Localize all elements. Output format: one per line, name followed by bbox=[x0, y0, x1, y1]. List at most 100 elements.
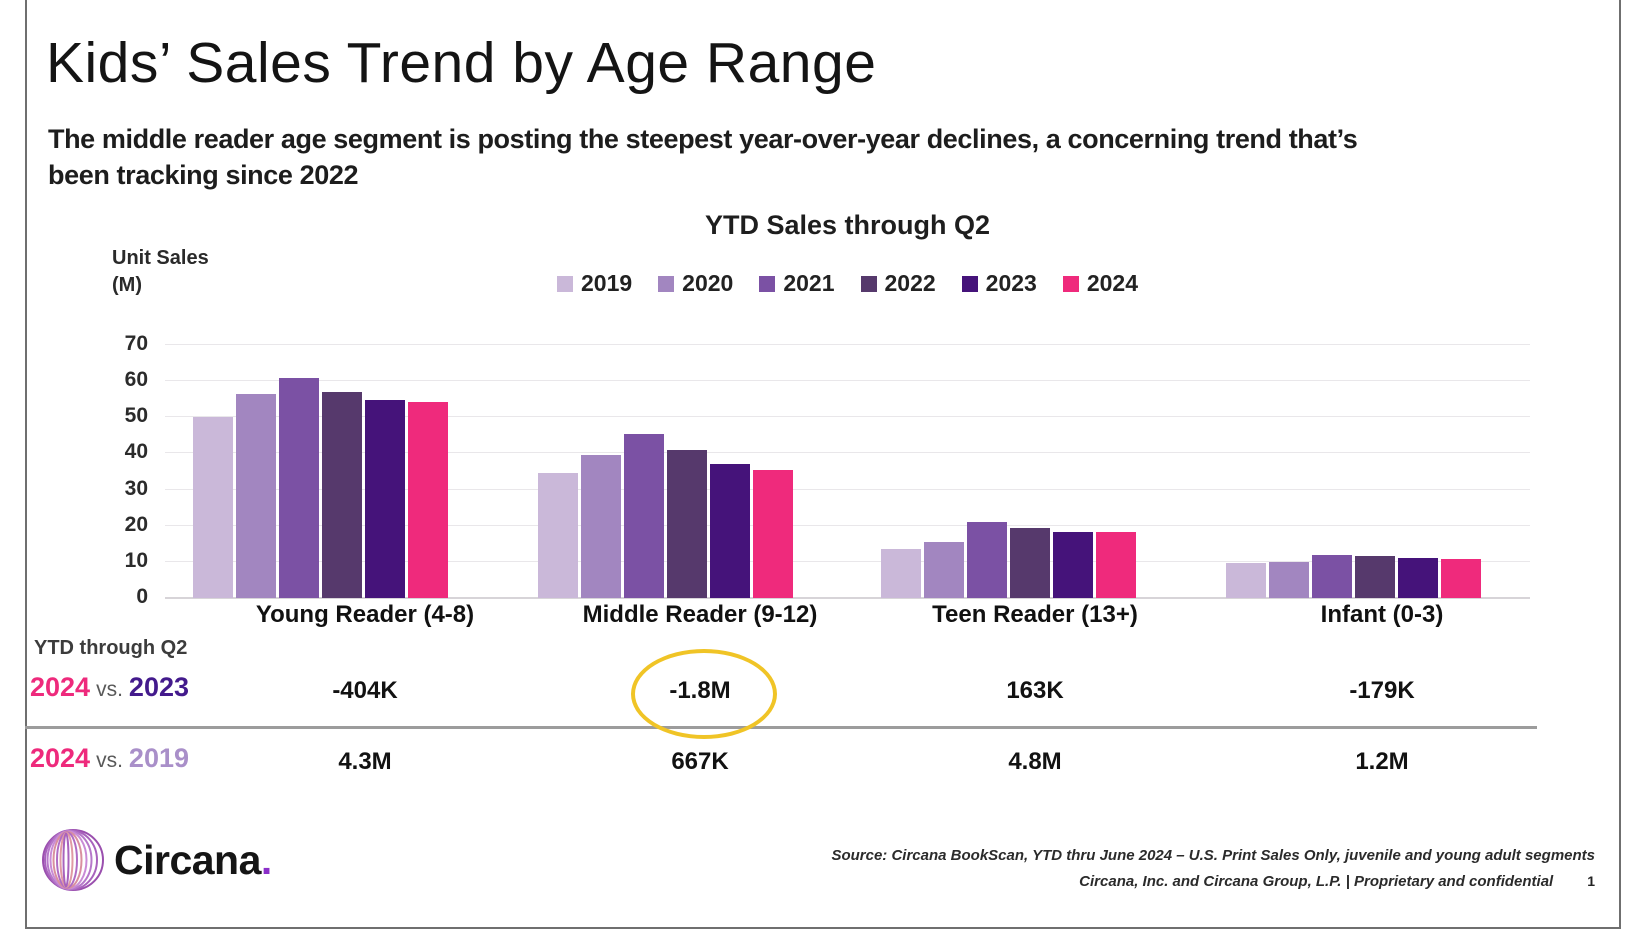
bar-2019 bbox=[537, 472, 578, 598]
legend-label: 2022 bbox=[884, 270, 936, 296]
bar-2020 bbox=[923, 541, 964, 598]
bar-2019 bbox=[1225, 562, 1266, 598]
table-value: 163K bbox=[1006, 677, 1064, 704]
circana-wordmark-dot: . bbox=[260, 836, 272, 883]
page-subtitle-line1: The middle reader age segment is posting… bbox=[48, 124, 1358, 154]
row-year-left: 2024 bbox=[30, 743, 91, 773]
chart-title: YTD Sales through Q2 bbox=[704, 210, 991, 240]
bar-2024 bbox=[407, 401, 448, 598]
y-tick-label: 70 bbox=[124, 332, 148, 355]
bar-2022 bbox=[1009, 527, 1050, 598]
legend-swatch-2021 bbox=[759, 275, 776, 292]
bar-2019 bbox=[880, 548, 921, 598]
table-value: -404K bbox=[332, 677, 398, 704]
bar-2020 bbox=[235, 393, 276, 598]
circana-wordmark: Circana. bbox=[114, 836, 272, 883]
row-year-left: 2024 bbox=[30, 672, 91, 702]
bar-2024 bbox=[1095, 531, 1136, 598]
chart-legend: 2019 2020 2021 2022 2023 2024 bbox=[165, 270, 1530, 297]
legend-swatch-2020 bbox=[658, 275, 675, 292]
bar-2021 bbox=[966, 522, 1007, 598]
bar-group-1 bbox=[192, 377, 448, 598]
legend-label: 2024 bbox=[1086, 270, 1139, 296]
page-title: Kids’ Sales Trend by Age Range bbox=[46, 31, 877, 95]
table-row-label-2024-vs-2023: 2024 vs. 2023 bbox=[30, 672, 189, 703]
gridline bbox=[165, 452, 1530, 454]
bar-2021 bbox=[1311, 554, 1352, 598]
source-line1: Source: Circana BookScan, YTD thru June … bbox=[831, 847, 1595, 864]
table-value: 4.3M bbox=[338, 748, 392, 775]
highlight-circle-annotation bbox=[631, 649, 777, 739]
legend-swatch-2024 bbox=[1062, 275, 1079, 292]
gridline bbox=[165, 488, 1530, 490]
row-vs-text: vs. bbox=[96, 678, 123, 701]
table-value: 4.8M bbox=[1008, 748, 1062, 775]
bar-2024 bbox=[752, 470, 793, 598]
bar-2023 bbox=[709, 463, 750, 598]
gridline bbox=[165, 524, 1530, 526]
bar-2024 bbox=[1440, 558, 1481, 598]
bar-2023 bbox=[364, 400, 405, 598]
bar-group-4 bbox=[1225, 554, 1481, 598]
y-tick-label: 0 bbox=[136, 585, 148, 608]
bar-group-3 bbox=[880, 522, 1136, 598]
row-year-right: 2019 bbox=[128, 743, 189, 773]
legend-label: 2023 bbox=[985, 270, 1037, 296]
page-number: 1 bbox=[1587, 873, 1595, 890]
table-row-header: YTD through Q2 bbox=[34, 637, 188, 659]
table-value: 667K bbox=[671, 748, 729, 775]
gridline bbox=[165, 380, 1530, 382]
source-line2: Circana, Inc. and Circana Group, L.P. | … bbox=[1079, 873, 1554, 891]
bar-2023 bbox=[1397, 557, 1438, 598]
category-label: Young Reader (4-8) bbox=[255, 601, 475, 628]
y-tick-label: 40 bbox=[124, 440, 148, 464]
bar-2021 bbox=[278, 377, 319, 598]
legend-item-2019: 2019 bbox=[556, 270, 633, 297]
table-row-label-2024-vs-2019: 2024 vs. 2019 bbox=[30, 743, 189, 774]
legend-item-2020: 2020 bbox=[658, 270, 733, 297]
bar-group-2 bbox=[537, 433, 793, 598]
y-tick-label: 60 bbox=[124, 368, 148, 392]
legend-swatch-2022 bbox=[860, 275, 877, 292]
legend-swatch-2019 bbox=[556, 275, 573, 292]
y-tick-label: 10 bbox=[124, 548, 148, 572]
table-value: 1.2M bbox=[1355, 748, 1409, 775]
legend-item-2024: 2024 bbox=[1062, 270, 1139, 297]
bar-2022 bbox=[321, 392, 362, 598]
gridline bbox=[165, 560, 1530, 562]
row-year-right: 2023 bbox=[128, 672, 189, 702]
y-tick-label: 20 bbox=[124, 512, 148, 536]
bar-2019 bbox=[192, 417, 233, 598]
legend-swatch-2023 bbox=[961, 275, 978, 292]
x-axis-line bbox=[165, 597, 1530, 599]
page-subtitle: The middle reader age segment is posting… bbox=[48, 122, 1528, 193]
category-label: Infant (0-3) bbox=[1320, 601, 1444, 628]
table-value: -179K bbox=[1349, 677, 1415, 704]
y-tick-label: 50 bbox=[124, 404, 148, 428]
y-tick-label: 30 bbox=[124, 476, 148, 500]
bar-2020 bbox=[580, 455, 621, 598]
table-divider-line bbox=[25, 726, 1537, 729]
source-text-block: Source: Circana BookScan, YTD thru June … bbox=[831, 843, 1595, 896]
category-label: Middle Reader (9-12) bbox=[582, 601, 818, 628]
circana-sphere-icon bbox=[42, 829, 104, 891]
legend-item-2022: 2022 bbox=[860, 270, 936, 297]
legend-item-2021: 2021 bbox=[759, 270, 835, 297]
bar-2021 bbox=[623, 433, 664, 598]
legend-label: 2021 bbox=[783, 270, 835, 296]
legend-label: 2020 bbox=[682, 270, 734, 296]
circana-logo: Circana. bbox=[40, 828, 272, 892]
y-axis-label: Unit Sales (M) bbox=[112, 247, 209, 296]
gridline bbox=[165, 416, 1530, 418]
legend-item-2023: 2023 bbox=[961, 270, 1037, 297]
gridline bbox=[165, 344, 1530, 345]
row-vs-text: vs. bbox=[96, 749, 123, 772]
category-label: Teen Reader (13+) bbox=[932, 601, 1138, 628]
bar-2023 bbox=[1052, 532, 1093, 598]
bar-2022 bbox=[1354, 556, 1395, 598]
legend-label: 2019 bbox=[580, 270, 633, 296]
bar-2020 bbox=[1268, 561, 1309, 598]
plot-area bbox=[165, 344, 1530, 599]
bar-2022 bbox=[666, 449, 707, 598]
